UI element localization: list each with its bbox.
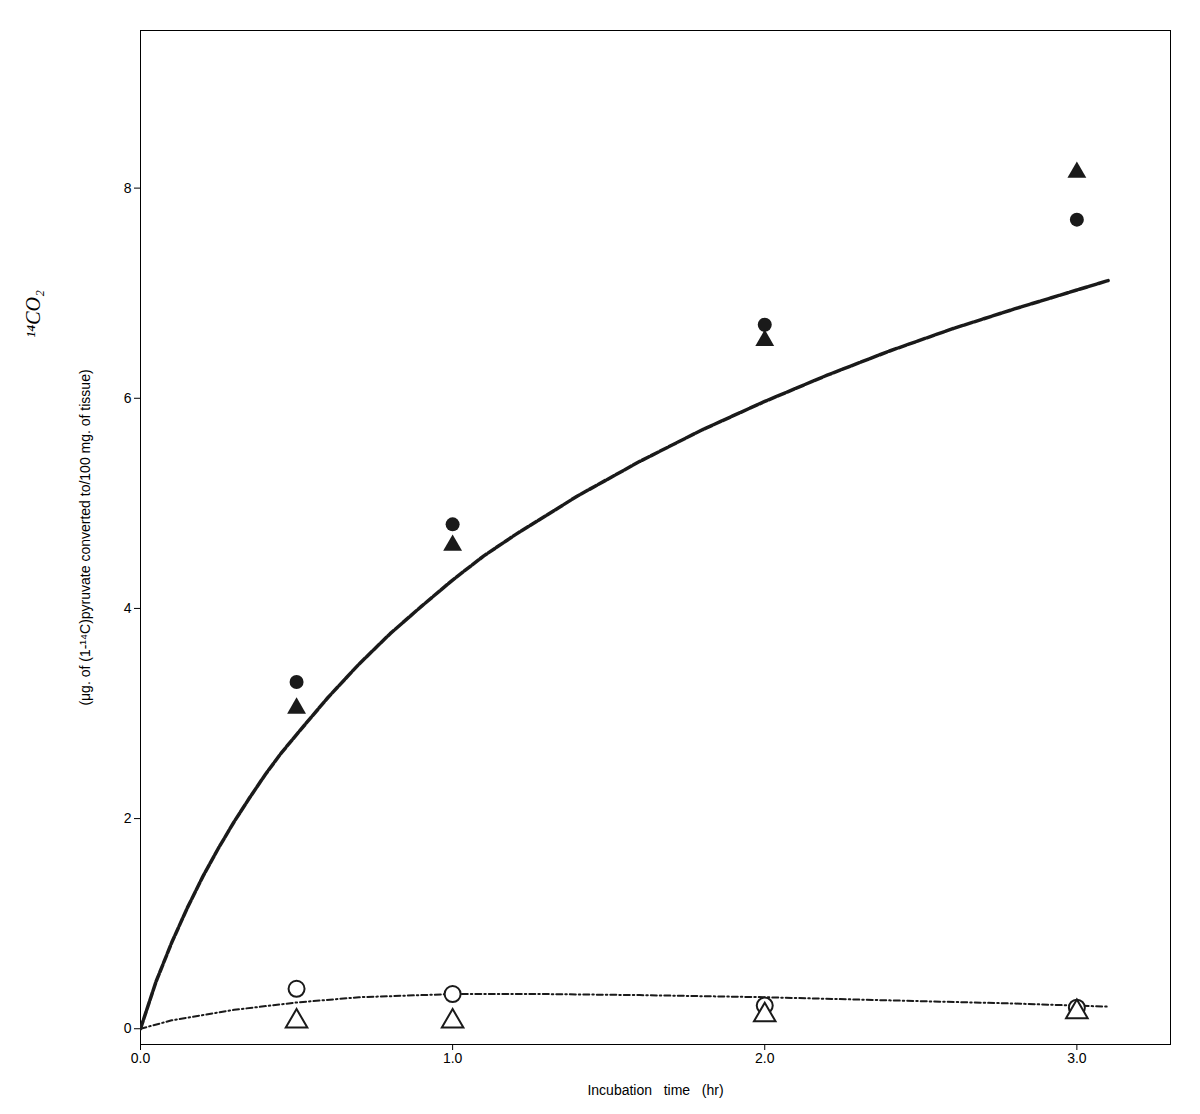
svg-text:(μg. of (1-¹⁴C)pyruvate conver: (μg. of (1-¹⁴C)pyruvate converted to/100… [77, 369, 93, 705]
svg-text:4: 4 [124, 600, 132, 616]
svg-text:0.0: 0.0 [131, 1050, 151, 1066]
svg-text:¹⁴CO₂: ¹⁴CO₂ [22, 290, 44, 338]
svg-text:0: 0 [124, 1020, 132, 1036]
svg-text:2.0: 2.0 [755, 1050, 775, 1066]
svg-text:1.0: 1.0 [443, 1050, 463, 1066]
svg-text:6: 6 [124, 390, 132, 406]
svg-text:Incubation time (hr): Incubation time (hr) [587, 1082, 723, 1098]
svg-text:2: 2 [124, 810, 132, 826]
svg-text:8: 8 [124, 180, 132, 196]
svg-text:3.0: 3.0 [1067, 1050, 1087, 1066]
